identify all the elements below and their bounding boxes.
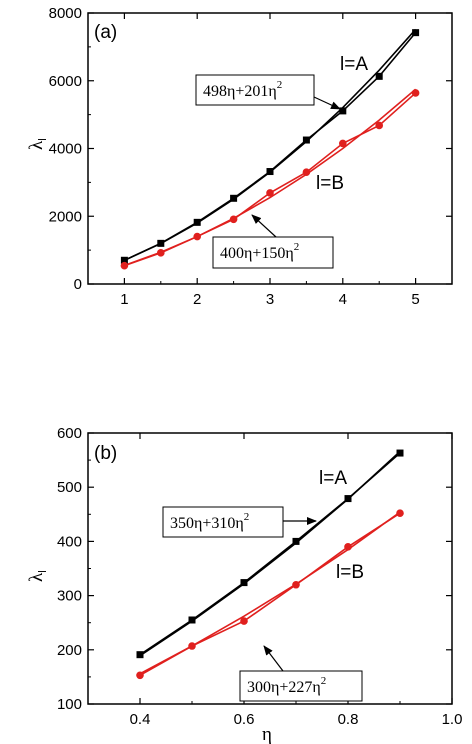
data-point-l=B <box>375 121 384 130</box>
fit-formula-box-b-B: 300η+227η2 <box>239 670 363 702</box>
data-point-l=B <box>339 139 347 148</box>
y-tick-label: 2000 <box>49 208 82 225</box>
fit-arrow-a-B <box>251 214 277 238</box>
y-tick-label: 0 <box>74 276 82 293</box>
data-point-l=B <box>229 215 238 224</box>
data-point-l=A <box>120 256 128 264</box>
plot-frame-b <box>87 432 453 705</box>
series-lines-b <box>139 450 401 676</box>
y-tick-label: 600 <box>57 425 82 442</box>
series-lines-a <box>124 28 417 267</box>
series-line-l=B <box>139 512 401 676</box>
x-tick-label: 4 <box>339 291 347 308</box>
data-point-l=A <box>344 495 352 503</box>
x-tick-label: 2 <box>193 291 201 308</box>
series-label-b-B: l=B <box>336 562 364 583</box>
data-point-l=A <box>375 72 383 80</box>
fit-arrow-a-A <box>313 96 341 110</box>
data-point-l=A <box>412 29 420 37</box>
data-point-l=A <box>339 107 347 115</box>
axis-ticks-a: 1 2 3 4 5 0 2000 4000 6000 8000 <box>49 5 452 308</box>
data-point-l=B <box>344 543 352 551</box>
fit-curve-l=A <box>139 450 401 657</box>
svg-text:300η+227η2: 300η+227η2 <box>247 675 326 696</box>
data-point-l=A <box>157 239 165 247</box>
fit-curve-l=B <box>139 511 401 675</box>
data-point-l=B <box>193 232 201 241</box>
data-point-l=B <box>136 671 144 680</box>
svg-text:498η+201η2: 498η+201η2 <box>203 79 282 100</box>
y-tick-label: 8000 <box>49 5 82 22</box>
data-point-l=B <box>411 89 420 97</box>
series-label-a-B: l=B <box>316 173 344 194</box>
fit-formula-box-a-A: 498η+201η2 <box>195 74 315 106</box>
x-tick-label: 1.0 <box>442 711 463 728</box>
data-point-l=A <box>136 651 144 659</box>
y-tick-label: 300 <box>57 588 82 605</box>
x-tick-label: 1 <box>120 291 128 308</box>
y-tick-label: 400 <box>57 533 82 550</box>
series-line-l=A <box>139 452 401 656</box>
data-point-l=B <box>302 168 311 177</box>
fit-curve-l=A <box>124 28 417 262</box>
axis-ticks-b: 0.4 0.6 0.8 1.0 100 200 300 400 500 600 <box>57 425 462 728</box>
svg-text:350η+310η2: 350η+310η2 <box>170 511 249 532</box>
y-axis-label-a: λl <box>26 138 49 150</box>
x-tick-label: 0.6 <box>234 711 255 728</box>
x-tick-label: 3 <box>266 291 274 308</box>
data-point-l=A <box>266 168 274 176</box>
y-tick-label: 4000 <box>49 141 82 158</box>
series-label-b-A: l=A <box>319 468 347 489</box>
panel-a: 1 2 3 4 5 0 2000 4000 6000 8000 (a) λl l=A l=B 49… <box>26 5 453 308</box>
fit-arrow-b-B <box>263 645 284 672</box>
data-point-l=A <box>240 579 248 587</box>
data-point-l=A <box>188 616 196 624</box>
data-point-l=A <box>302 136 310 144</box>
series-markers-b <box>136 449 404 680</box>
x-tick-label: 5 <box>411 291 419 308</box>
data-point-l=B <box>396 509 404 518</box>
series-line-l=A <box>124 32 417 262</box>
fit-formula-box-b-A: 350η+310η2 <box>162 506 284 538</box>
x-axis-label-b: η <box>262 724 272 744</box>
data-point-l=A <box>396 449 404 457</box>
data-point-l=B <box>157 249 165 257</box>
y-tick-label: 200 <box>57 642 82 659</box>
data-point-l=B <box>292 580 300 589</box>
panel-label-b: (b) <box>94 443 117 464</box>
data-point-l=B <box>266 189 274 197</box>
data-point-l=A <box>230 194 238 202</box>
panel-label-a: (a) <box>94 22 117 43</box>
data-point-l=B <box>188 642 196 650</box>
x-tick-label: 0.8 <box>338 711 359 728</box>
svg-text:400η+150η2: 400η+150η2 <box>220 241 299 262</box>
series-markers-a <box>120 29 420 270</box>
y-axis-label-b: λl <box>26 570 49 582</box>
data-point-l=A <box>292 537 300 545</box>
fit-formula-box-a-B: 400η+150η2 <box>212 236 334 269</box>
y-tick-label: 500 <box>57 479 82 496</box>
data-point-l=B <box>240 617 248 625</box>
x-tick-label: 0.4 <box>130 711 151 728</box>
y-tick-label: 6000 <box>49 73 82 90</box>
data-point-l=A <box>193 218 201 226</box>
series-label-a-A: l=A <box>340 54 368 75</box>
data-point-l=B <box>120 261 129 270</box>
y-tick-label: 100 <box>57 696 82 713</box>
fit-curve-l=B <box>124 88 417 267</box>
